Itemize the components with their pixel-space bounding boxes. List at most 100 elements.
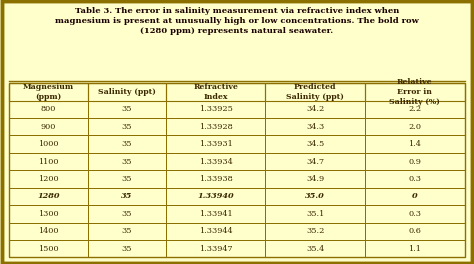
Text: 1280: 1280 <box>37 192 60 200</box>
Bar <box>9 188 88 205</box>
Bar <box>365 135 465 153</box>
Bar <box>9 170 88 188</box>
Text: 35: 35 <box>121 175 132 183</box>
Bar <box>9 83 88 101</box>
Bar <box>88 205 166 223</box>
Text: 35: 35 <box>121 140 132 148</box>
Bar <box>9 240 88 257</box>
Text: 1.33944: 1.33944 <box>199 227 232 235</box>
Text: Predicted
Salinity (ppt): Predicted Salinity (ppt) <box>286 83 344 101</box>
Bar <box>265 188 365 205</box>
Text: 34.5: 34.5 <box>306 140 324 148</box>
Bar <box>265 83 365 101</box>
Bar <box>365 223 465 240</box>
Text: 900: 900 <box>41 123 56 131</box>
Text: 1.1: 1.1 <box>408 245 421 253</box>
Text: 1.33931: 1.33931 <box>199 140 233 148</box>
Bar <box>9 205 88 223</box>
Bar <box>365 240 465 257</box>
Bar <box>166 240 265 257</box>
Bar <box>88 223 166 240</box>
Bar <box>365 170 465 188</box>
Bar <box>9 118 88 135</box>
Bar <box>265 153 365 170</box>
Text: 35.1: 35.1 <box>306 210 324 218</box>
Text: 1.33940: 1.33940 <box>197 192 234 200</box>
Bar <box>9 83 465 257</box>
Text: 0.9: 0.9 <box>408 158 421 166</box>
Text: 35.2: 35.2 <box>306 227 324 235</box>
Bar <box>88 188 166 205</box>
Text: Refractive
Index: Refractive Index <box>193 83 238 101</box>
Bar <box>265 240 365 257</box>
Text: 34.9: 34.9 <box>306 175 324 183</box>
Bar <box>166 223 265 240</box>
Text: 35: 35 <box>121 227 132 235</box>
Text: 35: 35 <box>121 210 132 218</box>
Bar <box>166 188 265 205</box>
Text: 1200: 1200 <box>38 175 59 183</box>
Text: 1100: 1100 <box>38 158 59 166</box>
Bar <box>365 83 465 101</box>
Text: 2.2: 2.2 <box>408 105 421 113</box>
Bar <box>9 153 88 170</box>
Bar <box>88 83 166 101</box>
Text: 1.33925: 1.33925 <box>199 105 233 113</box>
Bar <box>166 101 265 118</box>
Bar <box>265 170 365 188</box>
Text: 1000: 1000 <box>38 140 59 148</box>
Text: 0.3: 0.3 <box>408 210 421 218</box>
Text: 1.33941: 1.33941 <box>199 210 232 218</box>
Text: 35: 35 <box>121 245 132 253</box>
Bar <box>265 135 365 153</box>
Text: 1.33938: 1.33938 <box>199 175 233 183</box>
Text: 2.0: 2.0 <box>408 123 421 131</box>
Text: 35.4: 35.4 <box>306 245 324 253</box>
Bar <box>166 205 265 223</box>
Bar <box>166 170 265 188</box>
Bar <box>166 118 265 135</box>
Text: 1300: 1300 <box>38 210 59 218</box>
Text: 800: 800 <box>41 105 56 113</box>
Text: Salinity (ppt): Salinity (ppt) <box>98 88 156 96</box>
Text: 34.3: 34.3 <box>306 123 324 131</box>
Text: 0.6: 0.6 <box>408 227 421 235</box>
Bar <box>265 118 365 135</box>
Bar <box>365 205 465 223</box>
Text: 1.33934: 1.33934 <box>199 158 233 166</box>
Bar <box>265 223 365 240</box>
Text: 35: 35 <box>121 123 132 131</box>
Text: 34.2: 34.2 <box>306 105 324 113</box>
Text: 0.3: 0.3 <box>408 175 421 183</box>
Bar <box>9 101 88 118</box>
Bar <box>9 223 88 240</box>
Text: 1.33928: 1.33928 <box>199 123 233 131</box>
Bar <box>166 153 265 170</box>
Bar <box>365 153 465 170</box>
Text: 0: 0 <box>412 192 418 200</box>
Text: Relative
Error in
Salinity (%): Relative Error in Salinity (%) <box>389 78 440 106</box>
Bar <box>265 101 365 118</box>
Text: 1.4: 1.4 <box>408 140 421 148</box>
Text: Table 3. The error in salinity measurement via refractive index when
magnesium i: Table 3. The error in salinity measureme… <box>55 7 419 35</box>
Bar <box>166 83 265 101</box>
Text: Magnesium
(ppm): Magnesium (ppm) <box>23 83 74 101</box>
Text: 35.0: 35.0 <box>305 192 325 200</box>
Bar <box>265 205 365 223</box>
Bar <box>166 135 265 153</box>
Bar <box>365 118 465 135</box>
Bar <box>88 135 166 153</box>
Bar <box>365 101 465 118</box>
Text: 35: 35 <box>121 158 132 166</box>
Text: 34.7: 34.7 <box>306 158 324 166</box>
Bar <box>88 153 166 170</box>
Bar <box>88 118 166 135</box>
Bar <box>88 101 166 118</box>
Bar <box>9 135 88 153</box>
Bar <box>88 240 166 257</box>
Bar <box>365 188 465 205</box>
Text: 1500: 1500 <box>38 245 59 253</box>
Text: 1400: 1400 <box>38 227 59 235</box>
Text: 35: 35 <box>121 192 132 200</box>
Text: 35: 35 <box>121 105 132 113</box>
